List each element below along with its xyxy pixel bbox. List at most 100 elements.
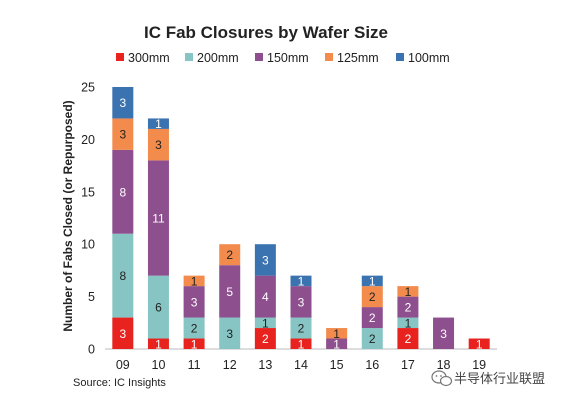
data-label: 2 (191, 322, 198, 336)
legend-swatch-300mm (116, 53, 124, 61)
x-tick-label: 17 (401, 358, 415, 372)
data-label: 2 (369, 332, 376, 346)
bar-segment-125mm (326, 328, 348, 339)
data-label: 1 (405, 285, 412, 299)
bar-segment-150mm (433, 317, 455, 349)
x-tick-label: 11 (188, 358, 201, 372)
x-tick-label: 13 (258, 358, 272, 372)
bar-segment-100mm (290, 275, 312, 287)
data-label: 1 (476, 337, 483, 351)
y-tick-label: 25 (81, 81, 95, 95)
data-label: 3 (262, 253, 269, 267)
legend-label-300mm: 300mm (128, 51, 170, 65)
bar-segment-300mm (183, 338, 205, 349)
data-label: 1 (298, 337, 305, 351)
data-label: 6 (155, 301, 162, 315)
legend-swatch-100mm (396, 53, 404, 61)
data-label: 3 (155, 138, 162, 152)
data-label: 8 (119, 269, 126, 283)
bar-segment-150mm (361, 307, 383, 329)
bar-segment-300mm (254, 328, 276, 349)
data-label: 2 (405, 301, 412, 315)
bar-segment-125mm (147, 128, 169, 161)
bar-segment-200mm (183, 317, 205, 339)
bar-segment-150mm (183, 286, 205, 318)
data-label: 8 (119, 185, 126, 199)
x-tick-label: 19 (472, 358, 486, 372)
legend-label-150mm: 150mm (267, 51, 309, 65)
x-axis: 09 10 11 12 13 14 15 16 17 18 19 (116, 358, 486, 372)
data-label: 1 (191, 274, 198, 288)
bar-segment-150mm (219, 265, 241, 318)
data-label: 2 (405, 332, 412, 346)
legend-swatch-200mm (185, 53, 193, 61)
wechat-icon (431, 370, 453, 387)
bar-segment-150mm (326, 338, 348, 349)
data-label: 2 (226, 248, 233, 262)
bar-segment-200mm (147, 275, 169, 339)
bar-segment-150mm (290, 286, 312, 318)
x-tick-label: 12 (223, 358, 237, 372)
data-label: 1 (155, 117, 162, 131)
data-label: 4 (262, 290, 269, 304)
data-label: 3 (226, 327, 233, 341)
data-label: 2 (298, 322, 305, 336)
data-label: 5 (226, 285, 233, 299)
bar-segment-200mm (290, 317, 312, 339)
data-label: 3 (119, 96, 126, 110)
data-label: 2 (262, 332, 269, 346)
data-label: 3 (119, 128, 126, 142)
watermark-text: 半导体行业联盟 (454, 372, 545, 387)
chart-title: IC Fab Closures by Wafer Size (144, 23, 388, 42)
bar-segment-100mm (147, 118, 169, 129)
y-tick-label: 0 (88, 343, 95, 357)
source-note: Source: IC Insights (73, 377, 166, 389)
legend-label-125mm: 125mm (337, 51, 379, 65)
data-label: 1 (333, 337, 340, 351)
data-label: 1 (333, 327, 340, 341)
bar-segment-200mm (112, 233, 134, 318)
data-label: 3 (440, 327, 447, 341)
bar-segment-200mm (397, 317, 419, 329)
bar-segment-300mm (112, 317, 134, 349)
data-label: 3 (298, 295, 305, 309)
bar-segment-100mm (361, 275, 383, 287)
x-tick-label: 14 (294, 358, 308, 372)
bar-segment-125mm (219, 244, 241, 266)
bar-segment-200mm (219, 317, 241, 349)
data-label: 11 (152, 212, 165, 226)
x-tick-label: 15 (330, 358, 344, 372)
data-label: 1 (369, 274, 376, 288)
data-label: 2 (369, 290, 376, 304)
x-tick-label: 16 (365, 358, 379, 372)
data-label: 2 (369, 311, 376, 325)
bar-segment-200mm (254, 317, 276, 329)
data-label: 3 (119, 327, 126, 341)
bar-segment-150mm (112, 149, 134, 234)
bar-segment-125mm (361, 286, 383, 308)
data-label: 3 (191, 295, 198, 309)
legend-label-200mm: 200mm (197, 51, 239, 65)
bar-segment-300mm (397, 328, 419, 349)
legend-swatch-125mm (325, 53, 333, 61)
data-label: 1 (405, 316, 412, 330)
bar-segment-200mm (361, 328, 383, 349)
bar-segment-300mm (468, 338, 490, 349)
bar-segment-150mm (254, 275, 276, 318)
bar-segment-125mm (183, 275, 205, 287)
bar-segment-125mm (112, 118, 134, 150)
data-label: 1 (155, 337, 162, 351)
legend: 300mm 200mm 150mm 125mm 100mm (116, 51, 450, 65)
y-tick-label: 20 (81, 133, 95, 147)
x-tick-label: 18 (437, 358, 451, 372)
x-tick-label: 10 (152, 358, 166, 372)
y-tick-label: 5 (88, 290, 95, 304)
y-axis: 0 5 10 15 20 25 (81, 81, 95, 357)
data-label: 1 (262, 316, 269, 330)
y-tick-label: 15 (81, 185, 95, 199)
bar-segment-300mm (147, 338, 169, 349)
x-tick-label: 09 (116, 358, 130, 372)
bar-segment-300mm (290, 338, 312, 349)
